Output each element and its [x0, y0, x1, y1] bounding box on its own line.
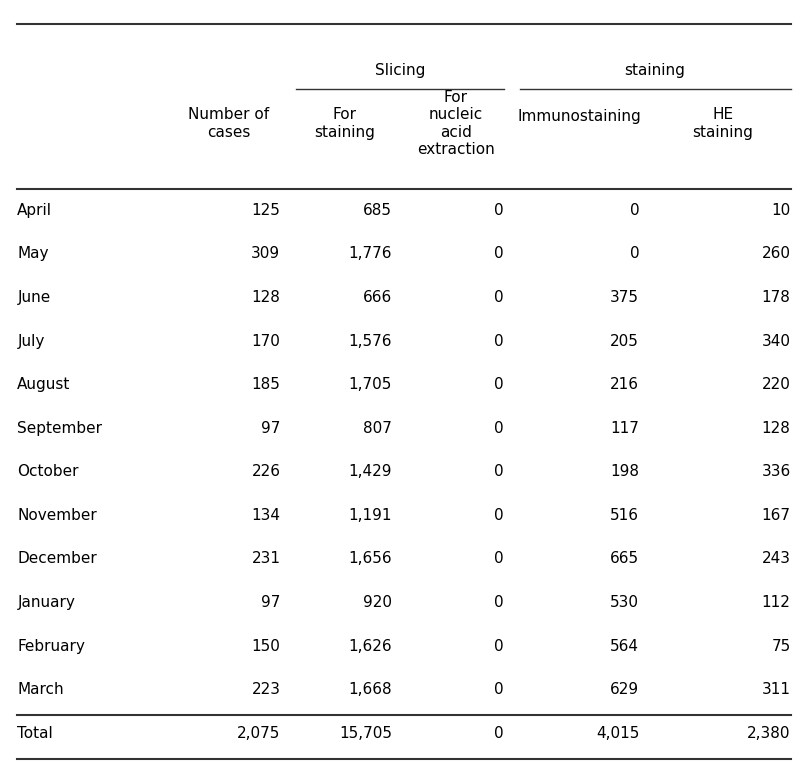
Text: 216: 216: [610, 377, 639, 392]
Text: 1,429: 1,429: [349, 464, 392, 479]
Text: 807: 807: [363, 421, 392, 436]
Text: 309: 309: [251, 246, 281, 262]
Text: May: May: [18, 246, 49, 262]
Text: 260: 260: [762, 246, 790, 262]
Text: 75: 75: [771, 638, 790, 653]
Text: 117: 117: [610, 421, 639, 436]
Text: 375: 375: [610, 290, 639, 305]
Text: 1,191: 1,191: [349, 508, 392, 523]
Text: 0: 0: [494, 464, 504, 479]
Text: 167: 167: [762, 508, 790, 523]
Text: January: January: [18, 595, 75, 610]
Text: July: July: [18, 334, 45, 348]
Text: 231: 231: [251, 551, 281, 566]
Text: 0: 0: [630, 203, 639, 218]
Text: 2,380: 2,380: [747, 726, 790, 741]
Text: For
nucleic
acid
extraction: For nucleic acid extraction: [417, 90, 494, 157]
Text: 15,705: 15,705: [339, 726, 392, 741]
Text: For
staining: For staining: [314, 107, 374, 140]
Text: 0: 0: [494, 203, 504, 218]
Text: 2,075: 2,075: [237, 726, 281, 741]
Text: 125: 125: [251, 203, 281, 218]
Text: 4,015: 4,015: [596, 726, 639, 741]
Text: 220: 220: [762, 377, 790, 392]
Text: 128: 128: [762, 421, 790, 436]
Text: August: August: [18, 377, 70, 392]
Text: February: February: [18, 638, 86, 653]
Text: staining: staining: [625, 63, 686, 77]
Text: 0: 0: [494, 421, 504, 436]
Text: 0: 0: [494, 246, 504, 262]
Text: 564: 564: [610, 638, 639, 653]
Text: 0: 0: [494, 290, 504, 305]
Text: March: March: [18, 682, 64, 697]
Text: 0: 0: [494, 595, 504, 610]
Text: 1,576: 1,576: [349, 334, 392, 348]
Text: 0: 0: [630, 246, 639, 262]
Text: 516: 516: [610, 508, 639, 523]
Text: 150: 150: [251, 638, 281, 653]
Text: 226: 226: [251, 464, 281, 479]
Text: 97: 97: [261, 421, 281, 436]
Text: 629: 629: [610, 682, 639, 697]
Text: 1,776: 1,776: [349, 246, 392, 262]
Text: 178: 178: [762, 290, 790, 305]
Text: 340: 340: [762, 334, 790, 348]
Text: October: October: [18, 464, 79, 479]
Text: June: June: [18, 290, 50, 305]
Text: 0: 0: [494, 551, 504, 566]
Text: Immunostaining: Immunostaining: [518, 108, 642, 123]
Text: 665: 665: [610, 551, 639, 566]
Text: 198: 198: [610, 464, 639, 479]
Text: 97: 97: [261, 595, 281, 610]
Text: 205: 205: [610, 334, 639, 348]
Text: 1,656: 1,656: [349, 551, 392, 566]
Text: 170: 170: [251, 334, 281, 348]
Text: 185: 185: [251, 377, 281, 392]
Text: 10: 10: [771, 203, 790, 218]
Text: 0: 0: [494, 508, 504, 523]
Text: November: November: [18, 508, 97, 523]
Text: Number of
cases: Number of cases: [188, 107, 269, 140]
Text: September: September: [18, 421, 102, 436]
Text: HE
staining: HE staining: [693, 107, 754, 140]
Text: December: December: [18, 551, 97, 566]
Text: 134: 134: [251, 508, 281, 523]
Text: Slicing: Slicing: [375, 63, 425, 77]
Text: 0: 0: [494, 377, 504, 392]
Text: 223: 223: [251, 682, 281, 697]
Text: 1,626: 1,626: [349, 638, 392, 653]
Text: 1,668: 1,668: [349, 682, 392, 697]
Text: 685: 685: [363, 203, 392, 218]
Text: 666: 666: [362, 290, 392, 305]
Text: April: April: [18, 203, 52, 218]
Text: 112: 112: [762, 595, 790, 610]
Text: 0: 0: [494, 334, 504, 348]
Text: 920: 920: [363, 595, 392, 610]
Text: 311: 311: [762, 682, 790, 697]
Text: 243: 243: [762, 551, 790, 566]
Text: 0: 0: [494, 726, 504, 741]
Text: 0: 0: [494, 638, 504, 653]
Text: 530: 530: [610, 595, 639, 610]
Text: 128: 128: [251, 290, 281, 305]
Text: 0: 0: [494, 682, 504, 697]
Text: Total: Total: [18, 726, 53, 741]
Text: 336: 336: [762, 464, 790, 479]
Text: 1,705: 1,705: [349, 377, 392, 392]
